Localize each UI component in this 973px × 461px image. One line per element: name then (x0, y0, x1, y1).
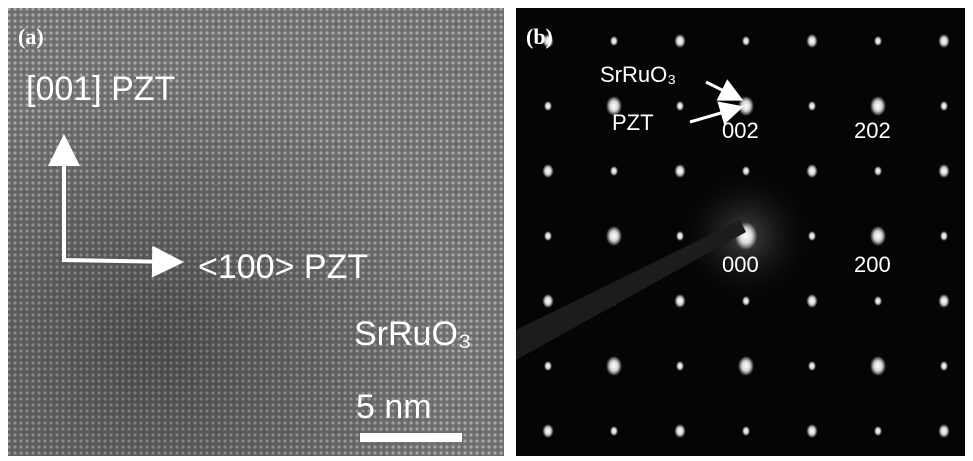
diffraction-spot (742, 166, 750, 176)
panel-label: (b) (526, 24, 553, 49)
layer-label: SrRuO₃ (354, 315, 472, 353)
diffraction-spot (610, 36, 618, 46)
spot-index: 002 (722, 118, 759, 143)
diffraction-spot (808, 231, 816, 241)
diffraction-spot (542, 294, 553, 308)
arrow-label: PZT (612, 110, 654, 135)
spot-index: 202 (854, 118, 891, 143)
arrow-label: SrRuO₃ (600, 62, 676, 87)
diffraction-spot (808, 361, 816, 371)
diffraction-spot (676, 101, 684, 111)
diffraction-spot (806, 294, 817, 308)
diffraction-spot (940, 101, 948, 111)
diffraction-spot (606, 356, 622, 376)
scale-bar (360, 433, 462, 442)
diffraction-spot (544, 101, 552, 111)
diffraction-spot (806, 34, 817, 48)
diffraction-spot (874, 296, 882, 306)
spot-index: 000 (722, 252, 759, 277)
diffraction-spot (544, 361, 552, 371)
panel-a: (a) [001] PZT <100> PZT SrRuO₃ 5 nm (8, 8, 504, 456)
diffraction-spot (544, 231, 552, 241)
diffraction-spot (542, 424, 553, 438)
diffraction-spot (676, 231, 684, 241)
figure: (a) [001] PZT <100> PZT SrRuO₃ 5 nm (b) … (0, 0, 973, 461)
diffraction-spot (938, 424, 949, 438)
diffraction-spot (940, 231, 948, 241)
diffraction-spot (674, 424, 685, 438)
diffraction-spot (742, 36, 750, 46)
diffraction-spot (742, 426, 750, 436)
diffraction-spot (606, 226, 622, 246)
diffraction-spot (542, 164, 553, 178)
diffraction-spot (938, 294, 949, 308)
diffraction-spot (874, 426, 882, 436)
diffraction-spot (610, 426, 618, 436)
panel-b: (b) SrRuO₃ PZT 002 202 000 200 (516, 8, 965, 456)
diffraction-spot (806, 424, 817, 438)
diffraction-spot (938, 164, 949, 178)
arrow (62, 260, 176, 262)
diffraction-spot (870, 226, 886, 246)
diffraction-spot (874, 166, 882, 176)
diffraction-spot (738, 96, 754, 116)
panel-label: (a) (18, 24, 44, 49)
diffraction-spot (676, 361, 684, 371)
diffraction-spot (738, 356, 754, 376)
direction-label: <100> PZT (198, 248, 368, 286)
diffraction-spot (938, 34, 949, 48)
scale-bar-label: 5 nm (356, 388, 432, 426)
diffraction-spot (870, 356, 886, 376)
diffraction-spot (940, 361, 948, 371)
diffraction-spot (806, 164, 817, 178)
diffraction-spot (808, 101, 816, 111)
diffraction-spot (674, 34, 685, 48)
diffraction-spot (874, 36, 882, 46)
diffraction-spot (742, 296, 750, 306)
diffraction-spot (870, 96, 886, 116)
diffraction-spot (610, 166, 618, 176)
direction-label: [001] PZT (26, 70, 175, 108)
diffraction-spot (674, 164, 685, 178)
spot-index: 200 (854, 252, 891, 277)
diffraction-spot (674, 294, 685, 308)
